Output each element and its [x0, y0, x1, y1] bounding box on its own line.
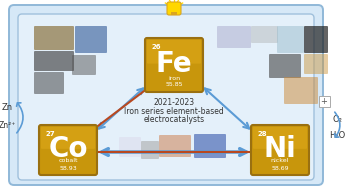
Text: Zn²⁺: Zn²⁺ [0, 121, 16, 129]
Text: H₂O: H₂O [329, 132, 345, 140]
Text: Iron series element-based: Iron series element-based [124, 107, 224, 116]
FancyBboxPatch shape [269, 54, 301, 78]
Text: Fe: Fe [156, 50, 192, 78]
FancyBboxPatch shape [119, 137, 141, 157]
FancyBboxPatch shape [18, 14, 314, 180]
FancyBboxPatch shape [147, 40, 201, 64]
Text: cobalt: cobalt [58, 159, 78, 163]
FancyBboxPatch shape [284, 77, 318, 104]
FancyBboxPatch shape [75, 26, 107, 53]
Text: Zn: Zn [1, 104, 13, 112]
Text: 27: 27 [45, 131, 55, 137]
FancyBboxPatch shape [34, 51, 74, 71]
FancyBboxPatch shape [277, 26, 304, 53]
Text: nickel: nickel [271, 159, 289, 163]
FancyBboxPatch shape [159, 135, 191, 157]
FancyBboxPatch shape [171, 12, 177, 15]
FancyBboxPatch shape [34, 26, 74, 50]
Text: 2021-2023: 2021-2023 [153, 98, 195, 107]
FancyBboxPatch shape [145, 38, 203, 92]
FancyBboxPatch shape [304, 26, 328, 53]
FancyBboxPatch shape [39, 125, 97, 175]
Text: Co: Co [48, 135, 88, 163]
FancyBboxPatch shape [41, 127, 95, 149]
FancyBboxPatch shape [304, 54, 328, 74]
Text: +: + [321, 97, 327, 105]
FancyBboxPatch shape [253, 127, 307, 149]
Text: O₂: O₂ [332, 115, 342, 125]
FancyBboxPatch shape [34, 72, 64, 94]
Text: 55.85: 55.85 [165, 83, 183, 88]
Text: Ni: Ni [264, 135, 296, 163]
FancyBboxPatch shape [251, 26, 278, 43]
Text: electrocatalysts: electrocatalysts [143, 115, 205, 124]
Text: 58.93: 58.93 [59, 166, 77, 170]
FancyBboxPatch shape [72, 55, 96, 75]
FancyBboxPatch shape [217, 26, 251, 48]
Text: 58.69: 58.69 [271, 166, 289, 170]
FancyBboxPatch shape [141, 141, 159, 159]
Text: 28: 28 [257, 131, 267, 137]
FancyBboxPatch shape [318, 95, 330, 106]
FancyBboxPatch shape [167, 2, 181, 15]
FancyBboxPatch shape [194, 134, 226, 158]
FancyBboxPatch shape [9, 5, 323, 185]
Text: iron: iron [168, 75, 180, 81]
FancyBboxPatch shape [251, 125, 309, 175]
Text: 26: 26 [151, 44, 160, 50]
